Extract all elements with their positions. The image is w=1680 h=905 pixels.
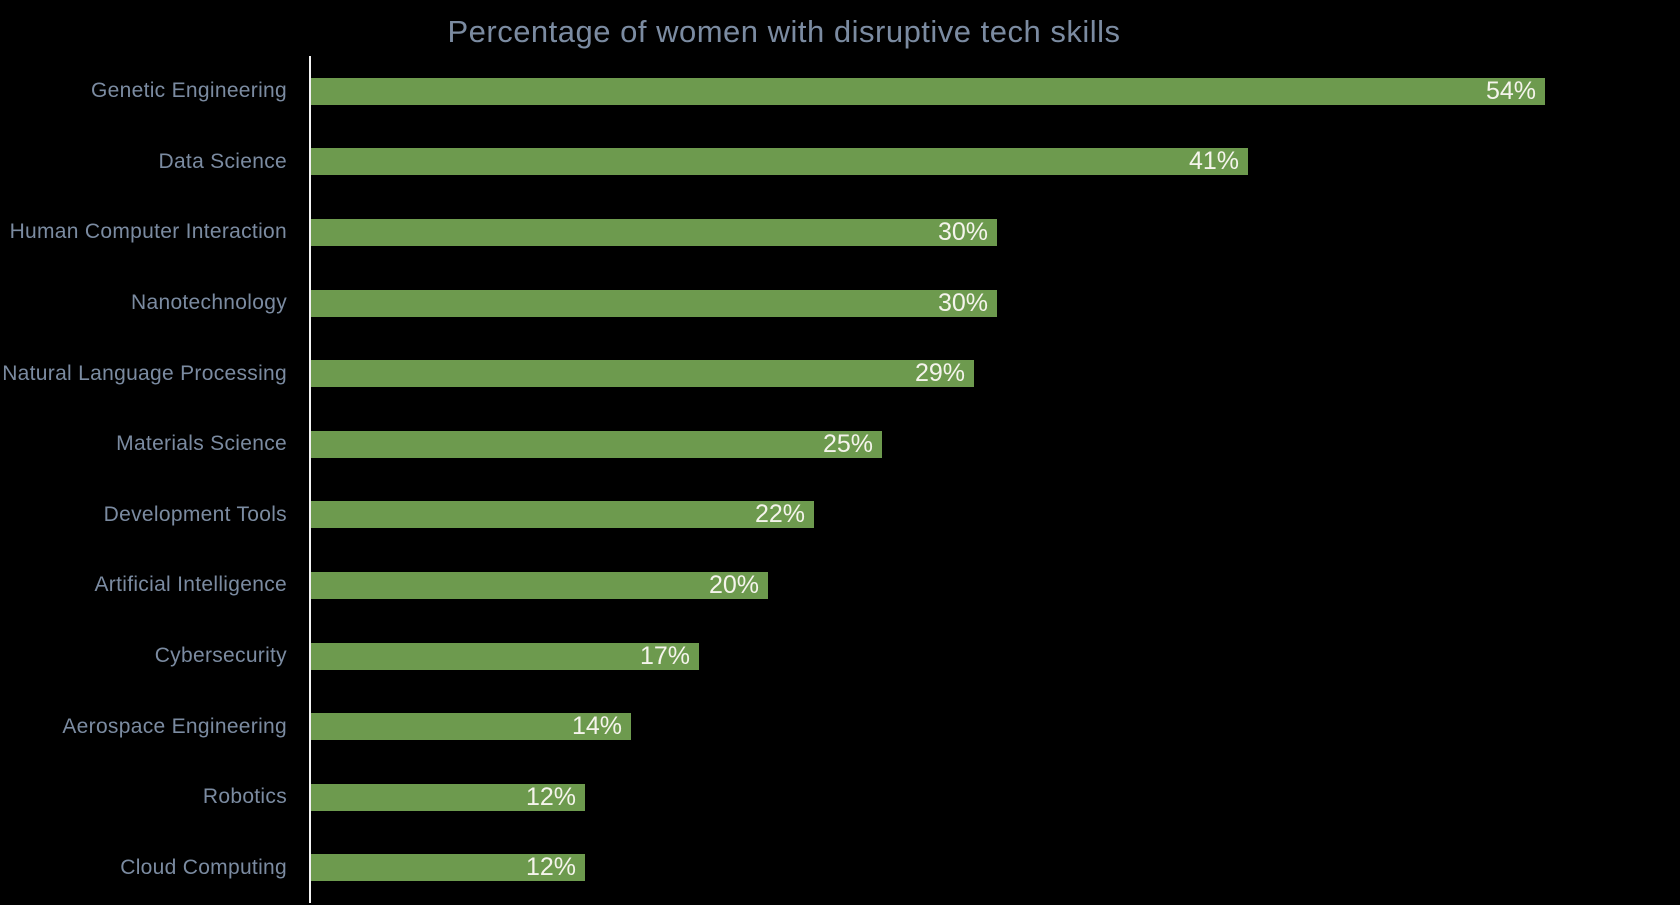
bar: 29% (311, 359, 974, 388)
bar: 25% (311, 429, 882, 458)
bar-row: Data Science 41% (0, 127, 1568, 198)
value-label: 12% (525, 853, 576, 882)
value-label: 25% (822, 429, 873, 458)
bar-row: Development Tools 22% (0, 480, 1568, 551)
value-label: 54% (1485, 76, 1536, 105)
chart-title: Percentage of women with disruptive tech… (447, 14, 1121, 49)
bar-row: Robotics 12% (0, 762, 1568, 833)
bar: 20% (311, 570, 768, 599)
plot-area: Genetic Engineering 54% Data Science 41%… (0, 56, 1568, 903)
category-label: Human Computer Interaction (9, 220, 287, 244)
value-label: 29% (914, 359, 965, 388)
bar: 14% (311, 712, 631, 741)
value-label: 22% (754, 500, 805, 529)
bar-row: Nanotechnology 30% (0, 268, 1568, 339)
bar-row: Materials Science 25% (0, 409, 1568, 480)
category-label: Nanotechnology (131, 291, 287, 315)
value-label: 41% (1188, 147, 1239, 176)
category-label: Cybersecurity (154, 644, 287, 668)
category-label: Cloud Computing (120, 855, 287, 879)
bar-row: Natural Language Processing 29% (0, 338, 1568, 409)
bar-row: Cybersecurity 17% (0, 621, 1568, 692)
value-label: 14% (571, 712, 622, 741)
bar: 12% (311, 853, 585, 882)
category-label: Robotics (202, 785, 287, 809)
y-axis-line (309, 56, 311, 903)
category-label: Materials Science (116, 432, 287, 456)
value-label: 30% (937, 288, 988, 317)
category-label: Data Science (158, 149, 287, 173)
bar: 22% (311, 500, 814, 529)
bar: 12% (311, 782, 585, 811)
category-label: Development Tools (103, 502, 287, 526)
bar-row: Human Computer Interaction 30% (0, 197, 1568, 268)
value-label: 20% (708, 570, 759, 599)
bar-row: Aerospace Engineering 14% (0, 691, 1568, 762)
bar-row: Cloud Computing 12% (0, 833, 1568, 904)
category-label: Aerospace Engineering (62, 714, 287, 738)
value-label: 12% (525, 782, 576, 811)
category-label: Artificial Intelligence (94, 573, 287, 597)
chart-area: Percentage of women with disruptive tech… (0, 14, 1568, 903)
category-label: Natural Language Processing (2, 361, 287, 385)
bar: 30% (311, 288, 997, 317)
bar: 41% (311, 147, 1248, 176)
bar: 54% (311, 76, 1545, 105)
category-label: Genetic Engineering (91, 79, 287, 103)
bar: 30% (311, 217, 997, 246)
value-label: 30% (937, 217, 988, 246)
value-label: 17% (639, 641, 690, 670)
bar-row: Artificial Intelligence 20% (0, 550, 1568, 621)
bar: 17% (311, 641, 699, 670)
bar-row: Genetic Engineering 54% (0, 56, 1568, 127)
